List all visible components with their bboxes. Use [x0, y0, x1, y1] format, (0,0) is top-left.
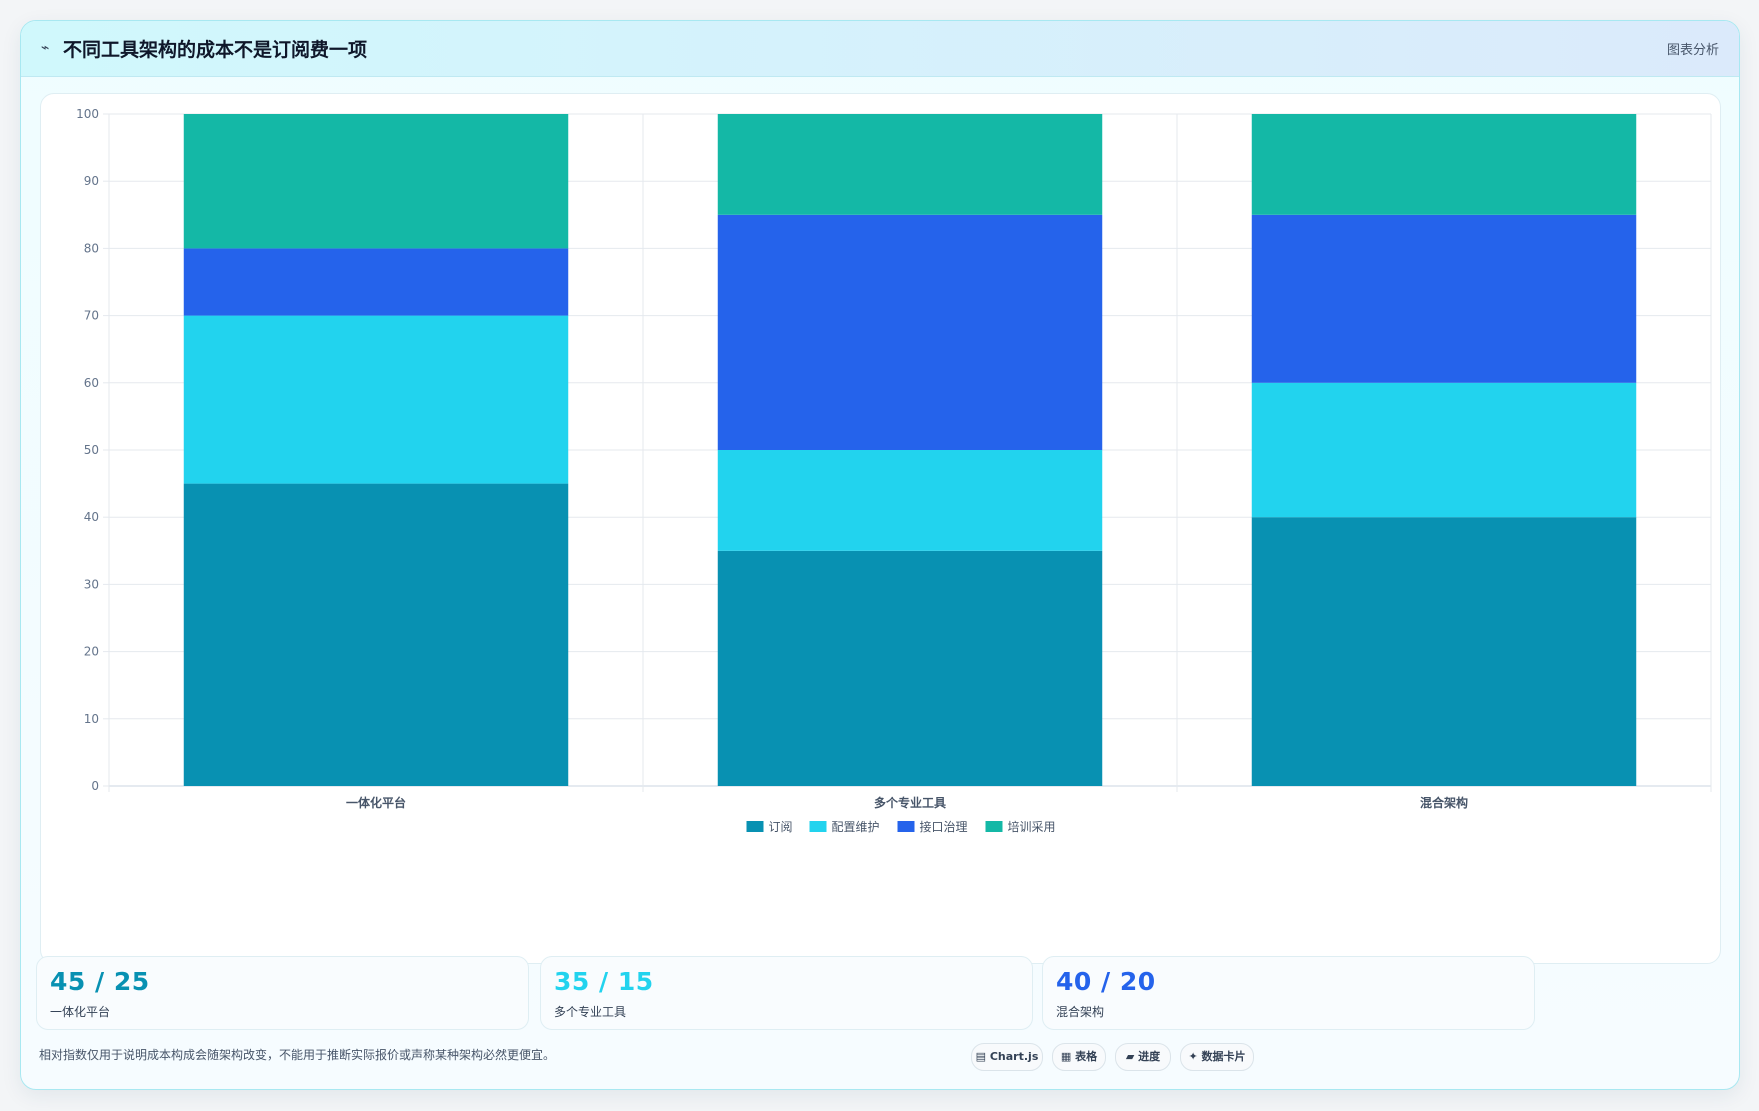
- pill-chartjs[interactable]: ▤ Chart.js: [971, 1043, 1043, 1071]
- y-tick-label: 20: [84, 645, 99, 659]
- legend-label: 订阅: [769, 820, 793, 834]
- stat-card-specialized: 35 / 15 多个专业工具: [540, 956, 1033, 1030]
- legend-swatch: [985, 821, 1003, 832]
- y-tick-label: 30: [84, 577, 99, 591]
- chart-icon: ▤: [975, 1050, 987, 1063]
- x-tick-label: 多个专业工具: [874, 795, 946, 810]
- y-tick-label: 70: [84, 309, 99, 323]
- card-header: ⌁ 不同工具架构的成本不是订阅费一项 图表分析: [21, 21, 1739, 77]
- chart-card: ⌁ 不同工具架构的成本不是订阅费一项 图表分析 0 10 20 30 40 50 60 70 8…: [20, 20, 1740, 1090]
- y-tick-label: 10: [84, 712, 99, 726]
- stat-card-hybrid: 40 / 20 混合架构: [1042, 956, 1535, 1030]
- chart-title: 不同工具架构的成本不是订阅费一项: [63, 39, 368, 61]
- card-icon: ✦: [1188, 1050, 1198, 1063]
- pill-label: 数据卡片: [1201, 1050, 1246, 1063]
- bar-segment: [717, 114, 1103, 215]
- y-tick-label: 40: [84, 510, 99, 524]
- stat-label: 混合架构: [1056, 1005, 1105, 1019]
- bar-segment: [717, 214, 1103, 450]
- stat-label: 一体化平台: [50, 1005, 111, 1019]
- legend-label: 培训采用: [1008, 819, 1056, 834]
- y-tick-label: 80: [84, 241, 99, 255]
- bar-segment: [183, 114, 569, 249]
- y-tick-label: 90: [84, 174, 99, 188]
- y-tick-label: 60: [84, 376, 99, 390]
- bar-segment: [1251, 517, 1637, 786]
- legend-swatch: [897, 821, 915, 832]
- chart-analysis-tag: 图表分析: [1666, 43, 1719, 58]
- bar-segment: [183, 483, 569, 786]
- bar-segment: [717, 450, 1103, 551]
- pill-progress[interactable]: ▰ 进度: [1115, 1043, 1171, 1071]
- stat-value: 45 / 25: [50, 967, 150, 996]
- stat-value: 35 / 15: [554, 967, 654, 996]
- y-tick-label: 0: [91, 779, 99, 793]
- bar-segment: [1251, 214, 1637, 383]
- bar-segment: [717, 550, 1103, 786]
- bar-segment: [183, 248, 569, 316]
- legend-label: 配置维护: [832, 820, 880, 834]
- pill-table[interactable]: ▦ 表格: [1052, 1043, 1106, 1071]
- stat-card-integrated: 45 / 25 一体化平台: [36, 956, 529, 1030]
- bar-segment: [1251, 114, 1637, 215]
- pill-data-card[interactable]: ✦ 数据卡片: [1180, 1043, 1254, 1071]
- line-chart-icon: ⌁: [41, 40, 50, 56]
- pill-label: 表格: [1075, 1050, 1098, 1063]
- pill-label: Chart.js: [989, 1050, 1039, 1063]
- legend-swatch: [746, 821, 764, 832]
- legend-swatch: [809, 821, 827, 832]
- legend-label: 接口治理: [920, 819, 968, 834]
- bar-segment: [1251, 382, 1637, 518]
- x-tick-label: 混合架构: [1420, 795, 1468, 810]
- progress-icon: ▰: [1125, 1050, 1135, 1063]
- chart-panel: 0 10 20 30 40 50 60 70 80 90 100 一体化平台 多个专业工具 混合架构订阅 配…: [40, 93, 1721, 964]
- y-tick-label: 50: [84, 443, 99, 457]
- x-tick-label: 一体化平台: [346, 795, 406, 810]
- table-icon: ▦: [1060, 1050, 1072, 1063]
- bar-segment: [183, 315, 569, 484]
- footnote: 相对指数仅用于说明成本构成会随架构改变，不能用于推断实际报价或声称某种架构必然更…: [39, 1048, 556, 1062]
- stat-label: 多个专业工具: [554, 1005, 627, 1019]
- pill-label: 进度: [1138, 1050, 1161, 1063]
- stat-value: 40 / 20: [1056, 967, 1156, 996]
- y-tick-label: 100: [76, 107, 99, 121]
